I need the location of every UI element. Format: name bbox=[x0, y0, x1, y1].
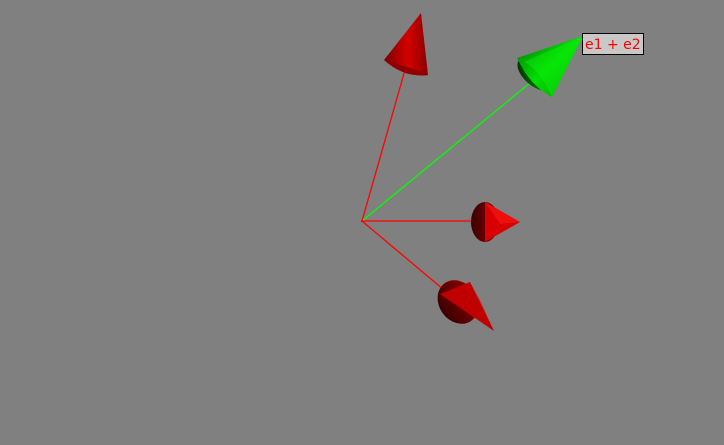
origin-point bbox=[360, 219, 364, 223]
sum-vector-shaft bbox=[361, 77, 537, 222]
sum-vector-label: e1 + e2 bbox=[582, 33, 644, 55]
vector-arrowhead-right bbox=[471, 202, 520, 242]
vector-arrowhead-down bbox=[437, 280, 494, 331]
vector-arrowhead-up bbox=[384, 13, 428, 76]
vector-shaft-up bbox=[361, 69, 406, 222]
sum-vector-arrowhead bbox=[517, 36, 583, 97]
vector-shaft-down bbox=[361, 220, 451, 296]
